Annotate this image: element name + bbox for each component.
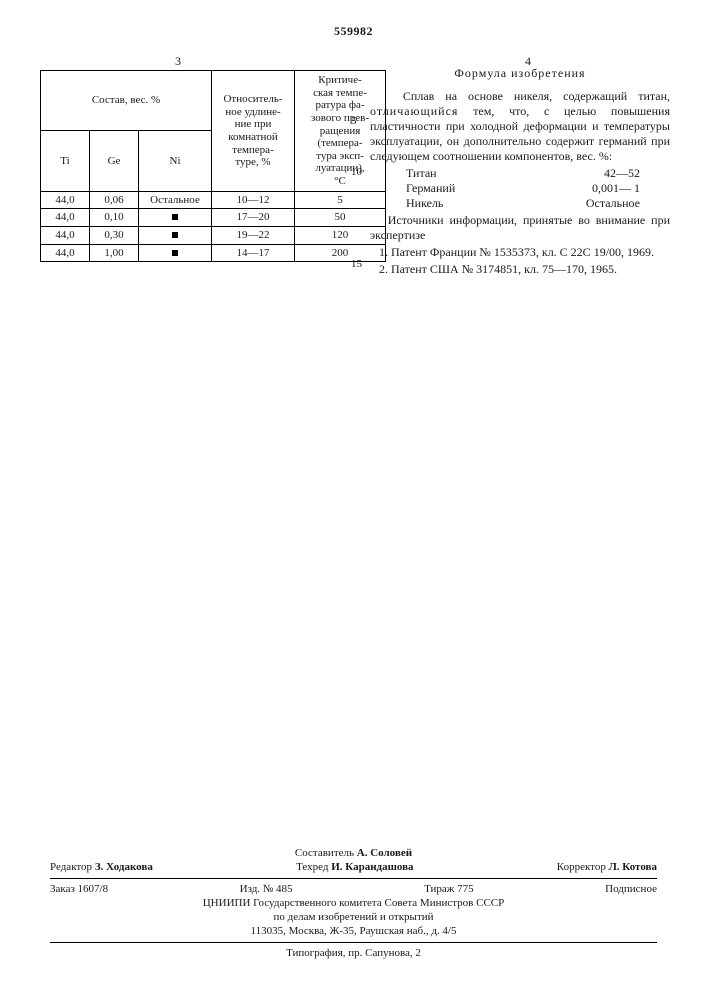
cell-ni-ditto [139, 209, 212, 227]
source-2: 2. Патент США № 3174851, кл. 75—170, 196… [379, 262, 617, 276]
claims-column: Формула изобретения 5 Сплав на основе ни… [370, 66, 670, 279]
line-number-15: 15 [351, 258, 362, 272]
table-header-ti: Ti [41, 131, 90, 191]
typography-line: Типография, пр. Сапунова, 2 [50, 946, 657, 960]
table-row: 44,0 0,06 Остальное 10—12 5 [41, 191, 386, 209]
claims-title: Формула изобретения [370, 66, 670, 81]
claims-body: 5 Сплав на основе никеля, содержащий тит… [370, 89, 670, 164]
org-line-2: по делам изобретений и открытий [50, 910, 657, 924]
composition-table: Состав, вес. % Относитель-ное удлине-ние… [40, 70, 386, 262]
cell-ni-ditto [139, 244, 212, 262]
order-number: Заказ 1607/8 [50, 882, 108, 896]
teched-label: Техред [296, 861, 328, 873]
component-row: Никель Остальное [370, 196, 670, 211]
source-item: 2. Патент США № 3174851, кл. 75—170, 196… [370, 262, 670, 277]
editor-label: Редактор [50, 861, 92, 873]
table-row: 44,0 0,30 19—22 120 [41, 227, 386, 245]
component-name: Титан [406, 166, 437, 181]
corrector-label: Корректор [557, 861, 606, 873]
ditto-icon [172, 250, 178, 256]
org-address: 113035, Москва, Ж-35, Раушская наб., д. … [50, 924, 657, 938]
cell-elong: 14—17 [212, 244, 295, 262]
cell-ni: Остальное [139, 191, 212, 209]
line-number-5: 5 [351, 115, 357, 129]
ditto-icon [172, 232, 178, 238]
cell-ti: 44,0 [41, 209, 90, 227]
izd-number: Изд. № 485 [240, 882, 293, 896]
line-number-10: 10 [351, 166, 362, 180]
component-value: 42—52 [604, 166, 640, 181]
cell-ge: 1,00 [90, 244, 139, 262]
podpisnoe: Подписное [605, 882, 657, 896]
cell-elong: 10—12 [212, 191, 295, 209]
component-name: Никель [406, 196, 443, 211]
claims-body-part1: Сплав на основе никеля, содержащий титан… [403, 89, 670, 103]
table-header-ge: Ge [90, 131, 139, 191]
corrector-name: Л. Котова [609, 861, 657, 873]
cell-ti: 44,0 [41, 191, 90, 209]
sources-title-text: Источники информации, принятые во вниман… [370, 213, 670, 242]
compiler-label: Составитель [295, 847, 354, 859]
component-value: Остальное [586, 196, 640, 211]
teched-name: И. Карандашова [331, 861, 413, 873]
editor-name: З. Ходакова [95, 861, 153, 873]
tirazh: Тираж 775 [424, 882, 474, 896]
claims-emphasis: отличающийся [370, 104, 458, 118]
footer-rule [50, 878, 657, 879]
table-header-ni: Ni [139, 131, 212, 191]
component-name: Германий [406, 181, 455, 196]
component-row: Германий 0,001— 1 [370, 181, 670, 196]
sources-title: Источники информации, принятые во вниман… [370, 213, 670, 243]
ditto-icon [172, 214, 178, 220]
document-number: 559982 [0, 24, 707, 39]
source-1: 1. Патент Франции № 1535373, кл. C 22C 1… [379, 245, 654, 259]
column-number-left: 3 [175, 54, 181, 69]
component-row: Титан 42—52 [370, 166, 670, 181]
cell-ge: 0,10 [90, 209, 139, 227]
cell-ni-ditto [139, 227, 212, 245]
table-group-header: Состав, вес. % [41, 71, 212, 131]
cell-elong: 19—22 [212, 227, 295, 245]
component-value: 0,001— 1 [592, 181, 640, 196]
imprint-footer: Составитель А. Соловей Редактор З. Ходак… [50, 846, 657, 960]
cell-elong: 17—20 [212, 209, 295, 227]
table-row: 44,0 1,00 14—17 200 [41, 244, 386, 262]
cell-ge: 0,30 [90, 227, 139, 245]
cell-ti: 44,0 [41, 244, 90, 262]
source-item: 15 1. Патент Франции № 1535373, кл. C 22… [370, 245, 670, 260]
footer-rule [50, 942, 657, 943]
compiler-name: А. Соловей [357, 847, 412, 859]
cell-ti: 44,0 [41, 227, 90, 245]
table-header-elongation: Относитель-ное удлине-ние прикомнатнойте… [212, 71, 295, 192]
org-line-1: ЦНИИПИ Государственного комитета Совета … [50, 896, 657, 910]
table-row: 44,0 0,10 17—20 50 [41, 209, 386, 227]
cell-ge: 0,06 [90, 191, 139, 209]
